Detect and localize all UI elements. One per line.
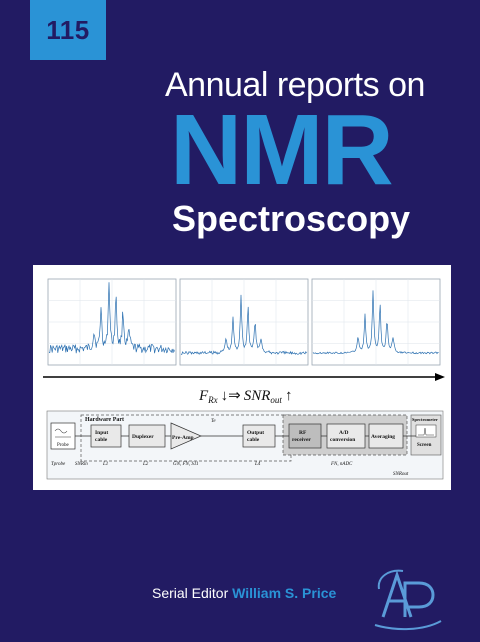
te-label: Te [211,419,216,424]
title-line-1: Annual reports on [165,66,425,104]
volume-badge: 115 [30,0,106,60]
title-line-3: Spectroscopy [172,198,411,239]
input-cable-l1: Input [95,430,108,436]
spectrometer-label: Spectrometer [412,417,438,422]
input-cable-l2: cable [95,437,108,443]
serial-editor-label: Serial Editor [152,585,229,601]
block-diagram: Hardware Part Probe Input cable Duplexer… [46,410,444,480]
spectrum-panel-1 [47,278,177,366]
hardware-label: Hardware Part [85,417,124,423]
l2-label: L2 [142,462,149,467]
spectrum-panel-3 [311,278,441,366]
duplexer-label: Duplexer [132,434,154,440]
figure-svg: FRx ↓⇒ SNRout ↑ Hardware Part Probe Input c… [43,278,445,480]
ad-l1: A/D [339,430,349,436]
ad-l2: conversion [330,437,355,443]
title-line-2: NMR [170,94,394,206]
serial-editor: Serial Editor William S. Price [152,585,336,601]
output-cable-l2: cable [247,437,260,443]
fn-label: FN, nADC [330,462,353,467]
preamp-label: Pre-Amp [172,435,194,441]
spectrum-panel-2 [179,278,309,366]
probe-label: Probe [57,443,69,448]
l1-label: L1 [102,462,108,467]
rf-receiver-l2: receiver [292,437,311,443]
snr-relation: FRx ↓⇒ SNRout ↑ [198,388,292,405]
snr-out-label: SNRout [393,472,409,477]
snr-in-label: SNRin [75,462,88,467]
output-cable-l1: Output [247,430,264,436]
l4-label: L4 [254,462,261,467]
cover-figure: FRx ↓⇒ SNRout ↑ Hardware Part Probe Input c… [33,265,451,490]
volume-number: 115 [46,15,90,45]
averaging-label: Averaging [371,434,395,440]
screen-label: Screen [417,443,432,448]
t-probe-label: Tprobe [51,462,66,467]
rf-receiver-l1: RF [299,430,307,436]
axis-arrow [43,373,445,381]
publisher-logo [374,569,442,631]
serial-editor-name: William S. Price [232,585,337,601]
gain-label: GN, FN, S11 [173,462,198,467]
